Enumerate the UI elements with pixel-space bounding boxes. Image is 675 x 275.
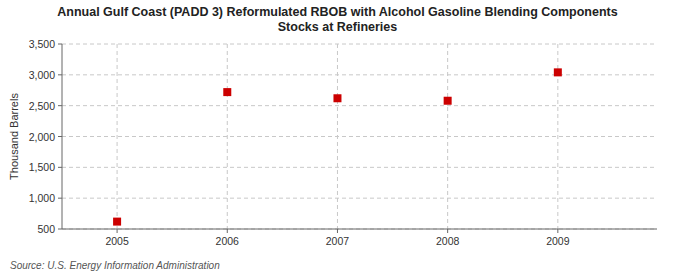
chart: Annual Gulf Coast (PADD 3) Reformulated …: [0, 0, 675, 275]
x-grid-line: [337, 44, 338, 229]
source-note: Source: U.S. Energy Information Administ…: [10, 260, 220, 271]
y-tick-label: 2,500: [29, 100, 55, 112]
y-tick-label: 2,000: [29, 131, 55, 143]
x-tick-label: 2008: [436, 235, 460, 247]
points: [113, 68, 562, 225]
y-axis-label: Thousand Barrels: [8, 93, 20, 180]
x-grid-line: [447, 44, 448, 229]
y-tick: [58, 198, 62, 199]
y-tick-label: 1,500: [29, 161, 55, 173]
y-grid-line: [62, 198, 657, 199]
point: [444, 97, 452, 105]
title: Annual Gulf Coast (PADD 3) Reformulated …: [57, 5, 617, 34]
x-tick: [447, 229, 448, 233]
y-grid-line: [62, 136, 657, 137]
y-grid-line: [62, 44, 657, 45]
x-grid-line: [227, 44, 228, 229]
y-tick-label: 3,000: [29, 69, 55, 81]
y-tick: [58, 74, 62, 75]
x-grid-line: [117, 44, 118, 229]
x-tick-label: 2005: [105, 235, 129, 247]
point: [223, 88, 231, 96]
y-grid-line: [62, 167, 657, 168]
x-tick: [557, 229, 558, 233]
x-tick: [117, 229, 118, 233]
point: [554, 68, 562, 76]
y-tick-label: 3,500: [29, 38, 55, 50]
grid: [62, 44, 657, 229]
y-tick-label: 1,000: [29, 192, 55, 204]
y-tick: [58, 167, 62, 168]
x-tick: [337, 229, 338, 233]
title-line: Stocks at Refineries: [278, 20, 398, 34]
x-tick-label: 2006: [216, 235, 240, 247]
y-tick: [58, 105, 62, 106]
y-tick: [58, 44, 62, 45]
x-axis-line: [62, 229, 657, 230]
x-tick: [227, 229, 228, 233]
y-tick: [58, 136, 62, 137]
x-tick-label: 2009: [546, 235, 570, 247]
point: [333, 94, 341, 102]
y-grid-line: [62, 105, 657, 106]
y-tick: [58, 229, 62, 230]
x-tick-label: 2007: [326, 235, 350, 247]
y-grid-line: [62, 74, 657, 75]
y-grid-line: [62, 229, 657, 230]
y-tick-label: 500: [37, 223, 55, 235]
title-line: Annual Gulf Coast (PADD 3) Reformulated …: [57, 5, 617, 19]
point: [113, 218, 121, 226]
